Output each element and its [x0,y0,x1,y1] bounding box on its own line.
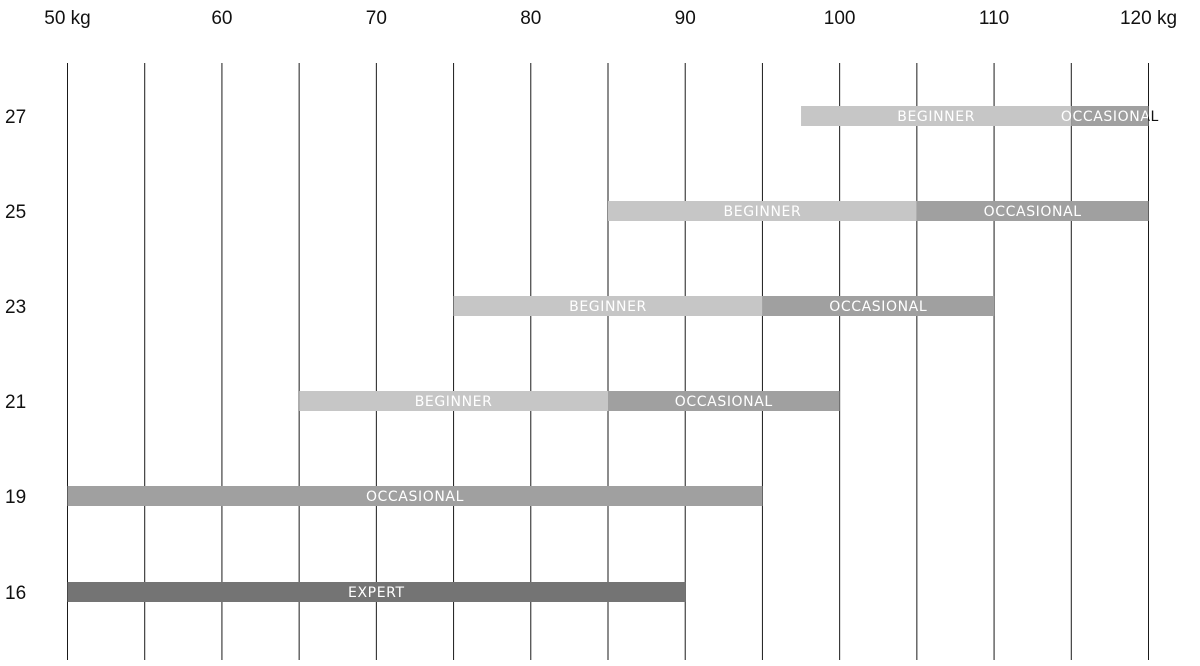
y-axis-tick-labels: 27 25 23 21 19 16 [5,107,26,604]
x-tick-label-70: 70 [366,8,387,29]
bars: BEGINNER BEGINNER OCCASIONAL OCCASIONAL BEGI… [67,106,1159,602]
x-tick-label-80: 80 [520,8,541,29]
bar-label-19-occasional: OCCASIONAL [366,489,464,505]
bar-16-expert [67,582,686,602]
bar-27-beginner [801,106,1072,126]
bar-label-16-expert: EXPERT [348,585,405,601]
y-tick-label-23: 23 [5,297,26,318]
bar-25-beginner [608,201,917,221]
bar-label-21-occasional: OCCASIONAL [675,394,773,410]
bar-label-25-beginner: BEGINNER [724,204,802,220]
bar-label-overflow-27-occasional: OCCASIONAL [1061,109,1159,125]
bar-21-occasional [608,391,840,411]
bar-23-beginner [453,296,763,316]
bar-19-occasional [67,486,763,506]
bar-label-21-beginner: BEGINNER [415,394,493,410]
x-tick-label-120: 120 kg [1120,8,1177,29]
x-tick-label-100: 100 [824,8,856,29]
y-tick-label-21: 21 [5,392,26,413]
x-tick-label-110: 110 [979,8,1009,29]
bar-label-25-occasional: OCCASIONAL [984,204,1082,220]
x-tick-label-90: 90 [675,8,696,29]
y-tick-label-25: 25 [5,202,26,223]
bar-25-occasional [916,201,1149,221]
bar-21-beginner [299,391,608,411]
y-tick-label-27: 27 [5,107,26,128]
bar-label-27-beginner: BEGINNER [897,109,975,125]
x-tick-label-50: 50 kg [44,8,90,29]
bar-label-23-occasional: OCCASIONAL [829,299,927,315]
bar-label-27-occasional: OCCASIONAL [1061,109,1159,125]
bar-23-occasional [762,296,995,316]
bar-label-23-beginner: BEGINNER [569,299,647,315]
y-tick-label-19: 19 [5,487,26,508]
x-tick-label-60: 60 [211,8,232,29]
y-tick-label-16: 16 [5,583,26,604]
bar-27-occasional [1071,106,1149,126]
gridlines [67,63,1149,660]
x-axis-tick-labels: 50 kg 60 70 80 90 100 110 120 kg [44,8,1177,29]
